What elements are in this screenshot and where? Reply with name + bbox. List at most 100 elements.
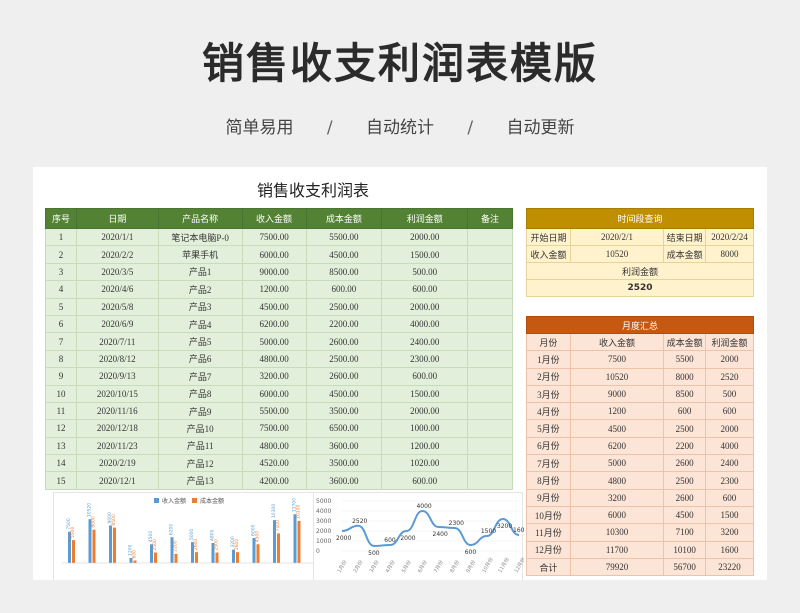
table-cell[interactable]: [467, 227, 513, 247]
table-cell[interactable]: 2020/11/23: [75, 436, 159, 456]
table-cell[interactable]: 产品6: [157, 349, 243, 369]
table-cell[interactable]: 2020/4/6: [75, 280, 159, 299]
table-cell[interactable]: 2020/1/1: [75, 227, 159, 247]
month-cell[interactable]: 2300: [705, 471, 754, 490]
month-cell[interactable]: 2600: [663, 454, 707, 473]
table-cell[interactable]: 600.00: [381, 471, 469, 490]
month-cell[interactable]: 4800: [569, 471, 665, 490]
start-date-value[interactable]: 2020/2/1: [569, 228, 665, 246]
table-cell[interactable]: [467, 454, 513, 473]
table-cell[interactable]: 产品9: [157, 401, 243, 421]
table-cell[interactable]: [467, 262, 513, 282]
table-cell[interactable]: 2200.00: [305, 314, 383, 334]
month-cell[interactable]: 500: [705, 384, 754, 404]
table-cell[interactable]: [467, 419, 513, 438]
table-cell[interactable]: 6200.00: [241, 314, 307, 334]
month-cell[interactable]: 10月份: [526, 505, 571, 525]
table-cell[interactable]: 13: [45, 436, 77, 456]
month-cell[interactable]: 6月份: [526, 436, 571, 456]
month-cell[interactable]: 2400: [705, 454, 754, 473]
month-cell[interactable]: 2600: [663, 488, 707, 507]
table-cell[interactable]: 9000.00: [241, 262, 307, 282]
table-cell[interactable]: 500.00: [381, 262, 469, 282]
table-cell[interactable]: 2020/3/5: [75, 262, 159, 282]
month-cell[interactable]: 10100: [663, 540, 707, 559]
month-cell[interactable]: 79920: [569, 557, 665, 577]
table-cell[interactable]: 3600.00: [305, 436, 383, 456]
table-cell[interactable]: 2020/11/16: [75, 401, 159, 421]
table-cell[interactable]: 5000.00: [241, 332, 307, 351]
table-cell[interactable]: 15: [45, 471, 77, 490]
month-cell[interactable]: 8500: [663, 384, 707, 404]
table-cell[interactable]: 4000.00: [381, 314, 469, 334]
table-cell[interactable]: [467, 280, 513, 299]
month-cell[interactable]: 7500: [569, 350, 665, 369]
month-cell[interactable]: 4月份: [526, 402, 571, 421]
table-cell[interactable]: 1500.00: [381, 245, 469, 264]
month-cell[interactable]: 9000: [569, 384, 665, 404]
table-cell[interactable]: 2020/12/18: [75, 419, 159, 438]
table-cell[interactable]: [467, 314, 513, 334]
table-cell[interactable]: 11: [45, 401, 77, 421]
table-cell[interactable]: 10: [45, 384, 77, 403]
table-cell[interactable]: 600.00: [381, 280, 469, 299]
table-cell[interactable]: 产品13: [157, 471, 243, 490]
table-cell[interactable]: 4: [45, 280, 77, 299]
month-cell[interactable]: 1200: [569, 402, 665, 421]
month-cell[interactable]: 4500: [569, 419, 665, 438]
table-cell[interactable]: 1200.00: [241, 280, 307, 299]
table-cell[interactable]: 2020/7/11: [75, 332, 159, 351]
table-cell[interactable]: 4200.00: [241, 471, 307, 490]
column-header[interactable]: 序号: [45, 208, 77, 229]
month-cell[interactable]: 1月份: [526, 350, 571, 369]
table-cell[interactable]: 产品5: [157, 332, 243, 351]
month-cell[interactable]: 3200: [569, 488, 665, 507]
month-cell[interactable]: 2月份: [526, 367, 571, 386]
table-cell[interactable]: 产品12: [157, 454, 243, 473]
month-cell[interactable]: 5月份: [526, 419, 571, 438]
table-cell[interactable]: [467, 384, 513, 403]
table-cell[interactable]: 6500.00: [305, 419, 383, 438]
table-cell[interactable]: 2020/8/12: [75, 349, 159, 369]
month-cell[interactable]: 12月份: [526, 540, 571, 559]
month-cell[interactable]: 6000: [569, 505, 665, 525]
table-cell[interactable]: 600.00: [305, 280, 383, 299]
table-cell[interactable]: [467, 349, 513, 369]
table-cell[interactable]: 3500.00: [305, 401, 383, 421]
month-cell[interactable]: 11月份: [526, 523, 571, 542]
table-cell[interactable]: 2020/6/9: [75, 314, 159, 334]
table-cell[interactable]: 8500.00: [305, 262, 383, 282]
table-cell[interactable]: 6000.00: [241, 245, 307, 264]
table-cell[interactable]: 1500.00: [381, 384, 469, 403]
table-cell[interactable]: [467, 245, 513, 264]
month-cell[interactable]: 10300: [569, 523, 665, 542]
month-cell[interactable]: 23220: [705, 557, 754, 577]
table-cell[interactable]: [467, 332, 513, 351]
table-cell[interactable]: 12: [45, 419, 77, 438]
table-cell[interactable]: 5: [45, 297, 77, 316]
table-cell[interactable]: 1020.00: [381, 454, 469, 473]
table-cell[interactable]: 产品10: [157, 419, 243, 438]
month-cell[interactable]: 9月份: [526, 488, 571, 507]
table-cell[interactable]: 2000.00: [381, 297, 469, 316]
table-cell[interactable]: 3: [45, 262, 77, 282]
month-cell[interactable]: 2000: [705, 350, 754, 369]
month-cell[interactable]: 4500: [663, 505, 707, 525]
table-cell[interactable]: 4800.00: [241, 349, 307, 369]
month-cell[interactable]: 11700: [569, 540, 665, 559]
table-cell[interactable]: 8: [45, 349, 77, 369]
table-cell[interactable]: 3500.00: [305, 454, 383, 473]
end-date-value[interactable]: 2020/2/24: [705, 228, 754, 246]
table-cell[interactable]: 2400.00: [381, 332, 469, 351]
table-cell[interactable]: 5500.00: [305, 227, 383, 247]
column-header[interactable]: 收入金额: [241, 208, 307, 229]
month-cell[interactable]: 2200: [663, 436, 707, 456]
table-cell[interactable]: [467, 367, 513, 386]
table-cell[interactable]: 产品11: [157, 436, 243, 456]
table-cell[interactable]: 2300.00: [381, 349, 469, 369]
month-cell[interactable]: 5000: [569, 454, 665, 473]
table-cell[interactable]: 2020/10/15: [75, 384, 159, 403]
month-cell[interactable]: 2500: [663, 471, 707, 490]
month-cell[interactable]: 4000: [705, 436, 754, 456]
month-cell[interactable]: 1600: [705, 540, 754, 559]
